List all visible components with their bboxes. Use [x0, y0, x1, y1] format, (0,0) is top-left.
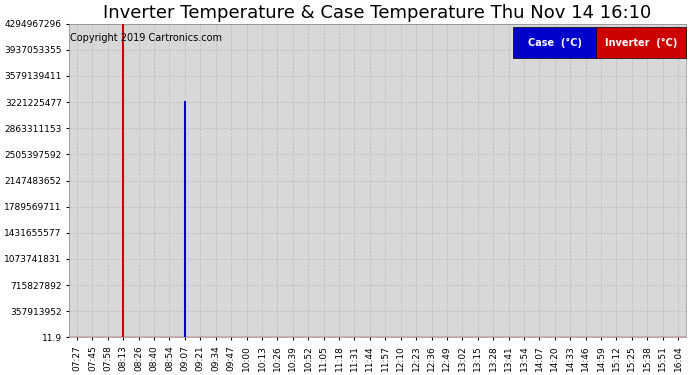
Title: Inverter Temperature & Case Temperature Thu Nov 14 16:10: Inverter Temperature & Case Temperature … — [104, 4, 651, 22]
Text: Copyright 2019 Cartronics.com: Copyright 2019 Cartronics.com — [70, 33, 222, 43]
FancyBboxPatch shape — [596, 27, 686, 58]
FancyBboxPatch shape — [513, 27, 596, 58]
Text: Inverter  (°C): Inverter (°C) — [605, 38, 678, 48]
Text: Case  (°C): Case (°C) — [528, 38, 582, 48]
